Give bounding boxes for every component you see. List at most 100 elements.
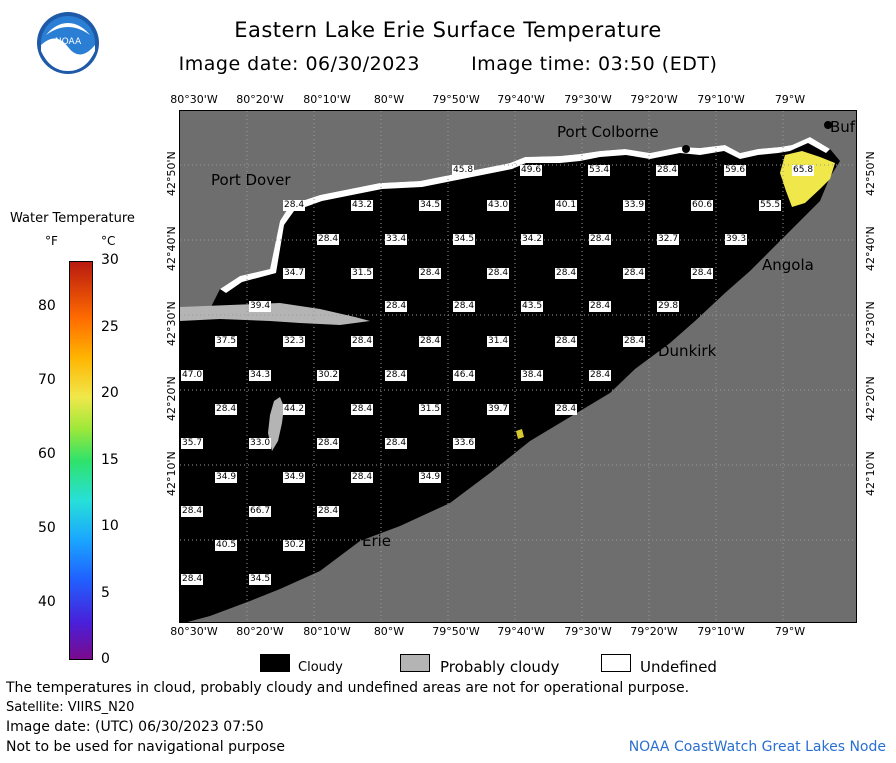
temperature-label: 28.4 — [555, 336, 578, 347]
temperature-label: 28.4 — [317, 234, 340, 245]
temperature-label: 28.4 — [419, 268, 442, 279]
city-dunkirk: Dunkirk — [658, 342, 717, 360]
lat-label-left: 42°30'N — [165, 301, 178, 346]
colorbar-f-tick: 70 — [38, 372, 56, 388]
temperature-label: 28.4 — [453, 301, 476, 312]
colorbar-c-tick: 25 — [101, 318, 119, 335]
temperature-label: 43.0 — [487, 200, 510, 211]
lat-label-left: 42°40'N — [165, 226, 178, 271]
temperature-label: 28.4 — [351, 472, 374, 483]
legend-probably-cloudy-label: Probably cloudy — [440, 658, 560, 676]
temperature-label: 39.4 — [249, 301, 272, 312]
temperature-label: 28.4 — [487, 268, 510, 279]
temperature-label: 35.7 — [181, 438, 204, 449]
temperature-label: 34.5 — [419, 200, 442, 211]
erie-marker — [350, 531, 358, 539]
temperature-label: 39.3 — [725, 234, 748, 245]
lon-label-top: 80°10'W — [303, 93, 351, 106]
temperature-label: 30.2 — [283, 540, 306, 551]
lon-label-top: 79°W — [774, 93, 806, 106]
utc-date-note: Image date: (UTC) 06/30/2023 07:50 — [6, 719, 264, 735]
colorbar-c-tick: 30 — [101, 252, 119, 268]
temperature-label: 44.2 — [283, 404, 306, 415]
temperature-label: 34.3 — [249, 370, 272, 381]
city-port-colborne: Port Colborne — [557, 123, 659, 141]
temperature-label: 39.7 — [487, 404, 510, 415]
image-datetime: Image date: 06/30/2023 Image time: 03:50… — [0, 53, 896, 75]
temperature-label: 28.4 — [317, 506, 340, 517]
lon-label-top: 80°20'W — [236, 93, 284, 106]
temperature-label: 28.4 — [283, 200, 306, 211]
map-title: Eastern Lake Erie Surface Temperature — [234, 18, 662, 42]
temperature-label: 28.4 — [589, 234, 612, 245]
lat-label-right: 42°50'N — [864, 151, 877, 196]
buffalo-marker — [824, 121, 832, 129]
map-canvas — [180, 111, 856, 622]
lon-label-top: 79°50'W — [432, 93, 480, 106]
temperature-label: 34.7 — [283, 268, 306, 279]
small-warm-patch — [516, 429, 524, 439]
legend-cloudy-swatch — [260, 654, 290, 672]
temperature-label: 34.9 — [215, 472, 238, 483]
city-erie: Erie — [362, 532, 392, 550]
svg-text:NOAA: NOAA — [55, 37, 82, 47]
temperature-label: 60.6 — [691, 200, 714, 211]
temperature-label: 28.4 — [589, 370, 612, 381]
temperature-label: 49.6 — [520, 165, 543, 176]
colorbar-c-tick: 5 — [101, 584, 110, 601]
temperature-label: 31.4 — [487, 336, 510, 347]
temperature-label: 47.0 — [181, 370, 204, 381]
temperature-label: 33.0 — [249, 438, 272, 449]
lon-label-top: 79°40'W — [497, 93, 545, 106]
lat-label-left: 42°50'N — [165, 151, 178, 196]
temperature-label: 31.5 — [419, 404, 442, 415]
lon-label-bottom: 79°20'W — [630, 625, 678, 638]
temperature-label: 33.4 — [385, 234, 408, 245]
north-shore-undefined-fringe — [220, 137, 830, 293]
temperature-label: 28.4 — [656, 165, 679, 176]
long-point-probably-cloudy — [180, 303, 370, 325]
presque-isle-probably-cloudy — [268, 397, 284, 451]
lon-label-top: 79°20'W — [630, 93, 678, 106]
temperature-label: 28.4 — [181, 574, 204, 585]
lon-label-bottom: 79°30'W — [564, 625, 612, 638]
temperature-label: 40.1 — [555, 200, 578, 211]
legend-probably-cloudy-swatch — [400, 654, 430, 672]
temperature-label: 43.2 — [351, 200, 374, 211]
disclaimer-note: The temperatures in cloud, probably clou… — [6, 680, 690, 696]
lon-label-bottom: 80°30'W — [170, 625, 218, 638]
temperature-label: 34.5 — [249, 574, 272, 585]
temperature-label: 28.4 — [215, 404, 238, 415]
temperature-label: 28.4 — [589, 301, 612, 312]
lat-label-right: 42°10'N — [864, 451, 877, 496]
temperature-label: 66.7 — [249, 506, 272, 517]
lat-label-right: 42°20'N — [864, 376, 877, 421]
image-date: Image date: 06/30/2023 — [178, 53, 420, 75]
lon-label-bottom: 80°10'W — [303, 625, 351, 638]
colorbar-f-tick: 40 — [38, 594, 56, 610]
colorbar-f-tick: 80 — [38, 298, 56, 314]
temperature-label: 28.4 — [419, 336, 442, 347]
temperature-label: 65.8 — [792, 165, 815, 176]
temperature-label: 34.5 — [453, 234, 476, 245]
lat-label-right: 42°40'N — [864, 226, 877, 271]
temperature-label: 28.4 — [623, 268, 646, 279]
colorbar-unit-c: °C — [101, 234, 116, 248]
temperature-label: 28.4 — [351, 336, 374, 347]
temperature-label: 34.9 — [419, 472, 442, 483]
lon-label-bottom: 79°40'W — [497, 625, 545, 638]
temperature-label: 38.4 — [521, 370, 544, 381]
temperature-label: 37.5 — [215, 336, 238, 347]
lon-label-top: 80°30'W — [170, 93, 218, 106]
temperature-label: 53.4 — [588, 165, 611, 176]
temperature-label: 40.5 — [215, 540, 238, 551]
temperature-label: 28.4 — [385, 370, 408, 381]
temperature-label: 28.4 — [351, 404, 374, 415]
temperature-label: 55.5 — [759, 200, 782, 211]
temperature-label: 30.2 — [317, 370, 340, 381]
colorbar-f-tick: 60 — [38, 446, 56, 462]
legend-undefined-swatch — [601, 654, 631, 672]
lon-label-top: 80°W — [373, 93, 405, 106]
angola-marker — [754, 251, 762, 259]
temperature-label: 34.9 — [283, 472, 306, 483]
